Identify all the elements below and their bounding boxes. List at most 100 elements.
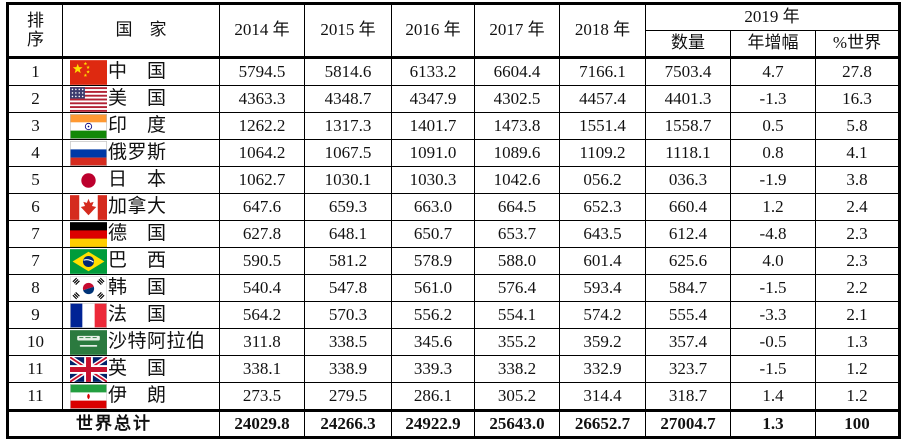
value-cell: 1067.5 [304, 139, 392, 167]
value-cell: 593.4 [559, 274, 646, 302]
value-cell: 4401.3 [645, 85, 731, 113]
value-cell: 27.8 [814, 57, 901, 86]
flag-china-icon [70, 59, 107, 85]
value-cell: 4.0 [730, 247, 816, 275]
value-cell: 1.2 [730, 193, 816, 221]
value-cell: 345.6 [391, 328, 475, 356]
flag-russia-icon [70, 140, 107, 166]
value-cell: 554.1 [474, 301, 560, 329]
value-cell: 648.1 [304, 220, 392, 248]
table-row: 6 加拿大 647.6 659.3 663.0 664.5 652.3 660.4 1.2 2.4 [7, 193, 901, 221]
country-name: 巴 西 [108, 249, 167, 271]
value-cell: 1030.1 [304, 166, 392, 194]
value-cell: 588.0 [474, 247, 560, 275]
flag-canada-icon [70, 194, 107, 220]
value-cell: 1042.6 [474, 166, 560, 194]
rank-cell: 4 [7, 139, 63, 167]
header-2019-quantity: 数量 [645, 30, 731, 58]
header-year-2019-group: 2019 年 [644, 3, 901, 31]
value-cell: 4347.9 [391, 85, 475, 113]
value-cell: 318.7 [645, 382, 731, 411]
value-cell: 564.2 [219, 301, 305, 329]
value-cell: 5.8 [814, 112, 901, 140]
table-header: 排序 国 家 2014 年 2015 年 2016 年 2017 年 2018 … [7, 3, 901, 58]
rank-cell: 8 [7, 274, 63, 302]
value-cell: 574.2 [559, 301, 646, 329]
country-cell: 德 国 [62, 220, 220, 248]
value-cell: 556.2 [391, 301, 475, 329]
country-cell: 美 国 [62, 85, 220, 113]
total-2019-growth: 1.3 [730, 410, 816, 438]
country-cell: 中 国 [62, 57, 220, 86]
value-cell: 279.5 [304, 382, 392, 411]
country-name: 印 度 [108, 114, 167, 136]
value-cell: 663.0 [391, 193, 475, 221]
value-cell: 4.7 [730, 57, 816, 86]
value-cell: 547.8 [304, 274, 392, 302]
value-cell: 4363.3 [219, 85, 305, 113]
value-cell: 339.3 [391, 355, 475, 383]
value-cell: -0.5 [730, 328, 816, 356]
rank-cell: 6 [7, 193, 63, 221]
value-cell: 5814.6 [304, 57, 392, 86]
country-cell: 英 国 [62, 355, 220, 383]
table-row: 9 法 国 564.2 570.3 556.2 554.1 574.2 555.4 -3.3 2.… [7, 301, 901, 329]
value-cell: 1558.7 [645, 112, 731, 140]
value-cell: 1091.0 [391, 139, 475, 167]
total-2016: 24922.9 [391, 410, 475, 438]
value-cell: 1062.7 [219, 166, 305, 194]
flag-france-icon [70, 302, 107, 328]
country-name: 美 国 [108, 87, 167, 109]
total-2018: 26652.7 [559, 410, 646, 438]
rank-cell: 3 [7, 112, 63, 140]
value-cell: 323.7 [645, 355, 731, 383]
country-cell: 巴 西 [62, 247, 220, 275]
value-cell: 1551.4 [559, 112, 646, 140]
value-cell: 6133.2 [391, 57, 475, 86]
country-cell: 日 本 [62, 166, 220, 194]
value-cell: -1.5 [730, 355, 816, 383]
flag-usa-icon [70, 86, 107, 112]
value-cell: 1064.2 [219, 139, 305, 167]
world-total-label: 世界总计 [7, 410, 220, 438]
value-cell: 660.4 [645, 193, 731, 221]
value-cell: 1109.2 [559, 139, 646, 167]
value-cell: 5794.5 [219, 57, 305, 86]
table-body: 1 中 国 5794.5 5814.6 6133.2 6604.4 7166.1 7503.4… [7, 57, 901, 411]
value-cell: 625.6 [645, 247, 731, 275]
value-cell: 1.2 [814, 355, 901, 383]
header-2019-growth: 年增幅 [730, 30, 816, 58]
country-cell: 沙特阿拉伯 [62, 328, 220, 356]
value-cell: 4302.5 [474, 85, 560, 113]
value-cell: -4.8 [730, 220, 816, 248]
value-cell: 286.1 [391, 382, 475, 411]
value-cell: 6604.4 [474, 57, 560, 86]
header-2019-world-share: %世界 [814, 30, 901, 58]
flag-southkorea-icon [70, 275, 107, 301]
value-cell: 581.2 [304, 247, 392, 275]
country-cell: 加拿大 [62, 193, 220, 221]
value-cell: -3.3 [730, 301, 816, 329]
flag-japan-icon [70, 167, 107, 193]
value-cell: 357.4 [645, 328, 731, 356]
world-total-row: 世界总计 24029.8 24266.3 24922.9 25643.0 266… [7, 410, 901, 438]
value-cell: 2.1 [814, 301, 901, 329]
country-cell: 韩 国 [62, 274, 220, 302]
country-name: 日 本 [108, 168, 167, 190]
flag-uk-icon [70, 356, 107, 382]
value-cell: 0.5 [730, 112, 816, 140]
value-cell: 664.5 [474, 193, 560, 221]
value-cell: 1262.2 [219, 112, 305, 140]
value-cell: 0.8 [730, 139, 816, 167]
value-cell: 16.3 [814, 85, 901, 113]
value-cell: 1.4 [730, 382, 816, 411]
value-cell: 338.2 [474, 355, 560, 383]
country-cell: 俄罗斯 [62, 139, 220, 167]
value-cell: 2.4 [814, 193, 901, 221]
rank-cell: 2 [7, 85, 63, 113]
value-cell: 056.2 [559, 166, 646, 194]
flag-germany-icon [70, 221, 107, 247]
header-year-2014: 2014 年 [219, 3, 305, 58]
value-cell: 1030.3 [391, 166, 475, 194]
